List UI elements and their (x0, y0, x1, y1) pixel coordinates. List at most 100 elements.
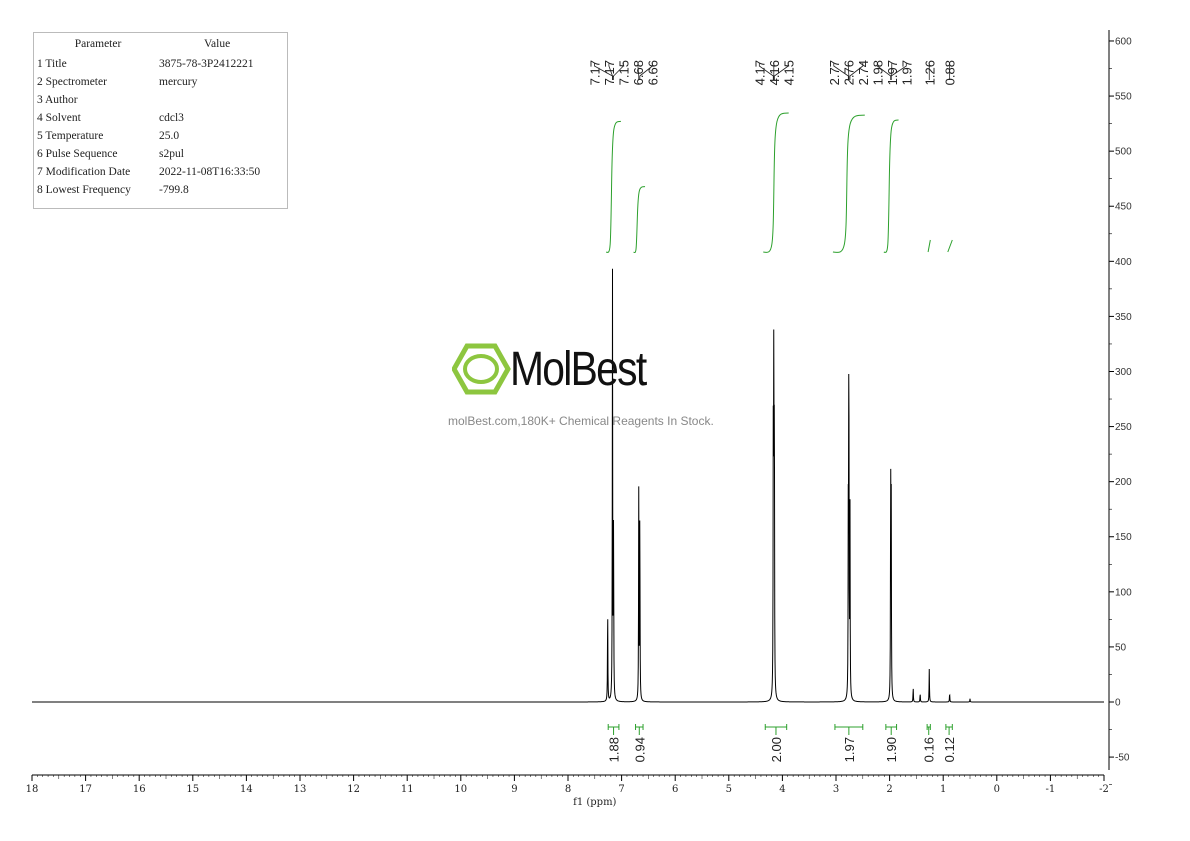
param-row: 8 Lowest Frequency -799.8 (37, 181, 260, 199)
integral-curve (763, 112, 789, 253)
integral-curve (605, 120, 621, 253)
watermark-tagline: molBest.com,180K+ Chemical Reagents In S… (448, 414, 714, 428)
peak-label: 2.77 (827, 60, 842, 85)
integral-value: 1.97 (842, 737, 857, 762)
x-tick-label: 7 (618, 784, 624, 795)
param-name: 2 Spectrometer (37, 76, 107, 88)
watermark-brand: MolBest (510, 343, 647, 396)
param-value: 2022-11-08T16:33:50 (159, 166, 261, 178)
peak-label-connector (758, 63, 774, 80)
param-name: 7 Modification Date (37, 166, 131, 178)
param-row: 7 Modification Date 2022-11-08T16:33:50 (37, 163, 260, 181)
peak-label-connector (773, 63, 789, 80)
integral-value: 2.00 (769, 737, 784, 762)
y-tick-label: 300 (1115, 367, 1132, 378)
param-row: 3 Author (37, 91, 260, 109)
peak-label: 7.15 (616, 60, 631, 85)
peak-label: 2.74 (856, 60, 871, 85)
x-tick-label: 15 (186, 784, 199, 795)
param-value: 25.0 (159, 130, 180, 142)
param-row: 5 Temperature 25.0 (37, 127, 260, 145)
integral-value: 1.88 (607, 737, 622, 762)
param-name: 4 Solvent (37, 112, 81, 124)
peak-label-connector (608, 63, 613, 80)
y-tick-label: 100 (1115, 587, 1132, 598)
integral-curve (947, 239, 953, 253)
param-name: 8 Lowest Frequency (37, 184, 131, 196)
x-tick-label: 4 (779, 784, 785, 795)
param-name: 3 Author (37, 94, 78, 106)
param-row: 6 Pulse Sequence s2pul (37, 145, 260, 163)
x-tick-label: 14 (240, 784, 253, 795)
param-value: 3875-78-3P2412221 (159, 58, 254, 70)
integral-curve (927, 239, 931, 253)
x-tick-label: -2 (1099, 784, 1109, 795)
y-tick-label: 250 (1115, 422, 1132, 433)
peak-label-connector (639, 63, 653, 80)
peak-label-connector (637, 63, 640, 80)
integral-value: 0.94 (632, 737, 647, 762)
x-tick-label: 2 (886, 784, 892, 795)
peak-label: 4.16 (767, 60, 782, 85)
x-tick-label: 17 (79, 784, 92, 795)
y-tick-label: 200 (1115, 477, 1132, 488)
peak-label-connector (890, 63, 907, 80)
x-tick-label: 9 (511, 784, 517, 795)
peak-label-connector (876, 63, 892, 80)
peak-label-connector (613, 63, 624, 80)
integral-curve (633, 186, 646, 254)
peak-label: 1.97 (899, 60, 914, 85)
param-row: 1 Title 3875-78-3P2412221 (37, 55, 260, 73)
peak-label: 7.17 (587, 60, 602, 85)
x-tick-label: 6 (672, 784, 678, 795)
x-axis-label: f1 (ppm) (573, 797, 616, 808)
y-tick-label: 350 (1115, 312, 1132, 323)
y-tick-label: 150 (1115, 532, 1132, 543)
x-tick-label: 12 (347, 784, 360, 795)
param-value: mercury (159, 76, 198, 88)
peak-label: 4.17 (752, 60, 767, 85)
param-value: s2pul (159, 148, 184, 160)
peak-label: 1.97 (885, 60, 900, 85)
x-tick-label: 8 (565, 784, 571, 795)
peak-label-connector (833, 63, 849, 80)
peak-label: 1.98 (870, 60, 885, 85)
value-header: Value (204, 38, 231, 50)
param-row: 2 Spectrometer mercury (37, 73, 260, 91)
param-name: 5 Temperature (37, 130, 104, 142)
x-tick-label: 1 (940, 784, 946, 795)
integral-value: 0.12 (942, 737, 957, 762)
integral-value: 0.16 (922, 737, 937, 762)
integral-curve (883, 119, 899, 253)
y-tick-label: 450 (1115, 202, 1132, 213)
peak-label: 1.26 (922, 60, 937, 85)
x-tick-label: 0 (994, 784, 1000, 795)
y-tick-label: 600 (1115, 36, 1132, 47)
integral-value: 1.90 (884, 737, 899, 762)
x-tick-label: 11 (401, 784, 414, 795)
param-name: 6 Pulse Sequence (37, 148, 118, 160)
x-tick-label: 3 (833, 784, 839, 795)
x-tick-label: 10 (454, 784, 467, 795)
y-tick-label: 400 (1115, 257, 1132, 268)
x-tick-label: 13 (294, 784, 307, 795)
param-value: -799.8 (159, 184, 189, 196)
x-tick-label: -1 (1046, 784, 1056, 795)
y-tick-label: 500 (1115, 147, 1132, 158)
x-tick-label: 18 (26, 784, 39, 795)
param-row: 4 Solvent cdcl3 (37, 109, 260, 127)
peak-label: 0.88 (943, 60, 958, 85)
y-tick-label: 550 (1115, 92, 1132, 103)
param-header: Parameter (74, 38, 122, 50)
integral-curve (832, 114, 865, 253)
x-tick-label: 16 (133, 784, 146, 795)
y-tick-label: -50 (1115, 753, 1130, 764)
y-tick-label: 50 (1115, 642, 1127, 653)
param-value (159, 91, 260, 109)
peak-label-connector (849, 63, 864, 80)
param-value: cdcl3 (159, 112, 184, 124)
param-name: 1 Title (37, 58, 67, 70)
x-tick-label: 5 (726, 784, 732, 795)
peak-label-connector (847, 63, 850, 80)
